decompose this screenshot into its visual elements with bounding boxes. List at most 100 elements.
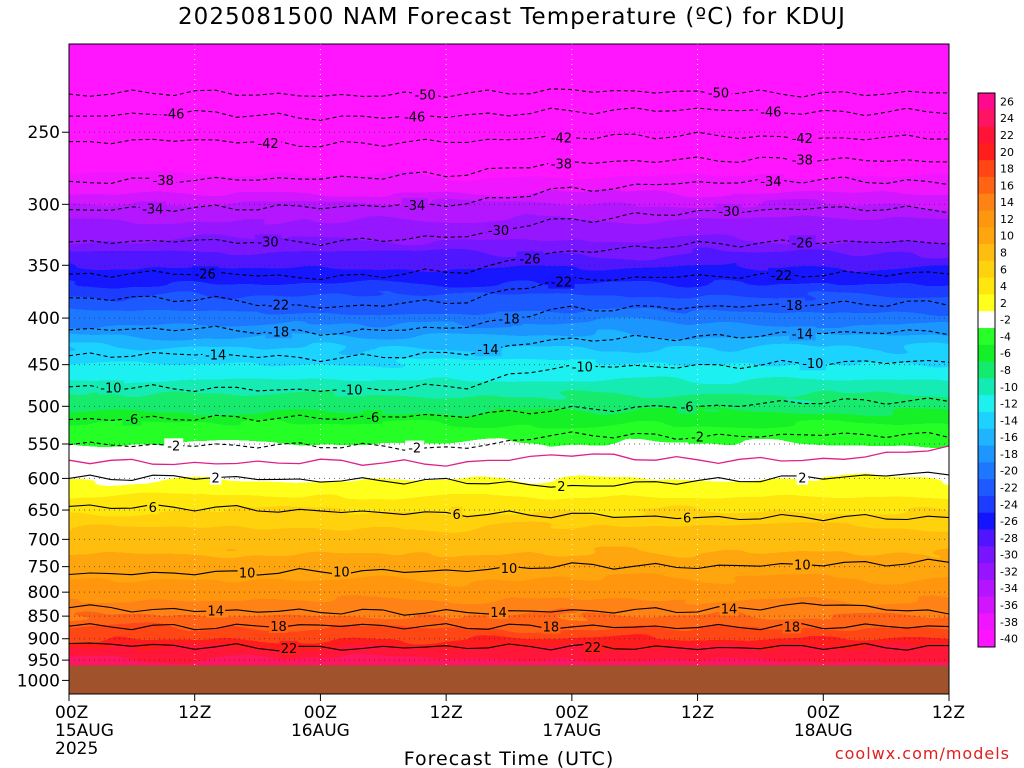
temperature-band (69, 104, 949, 109)
y-tick-label: 350 (28, 256, 60, 276)
temperature-band (69, 56, 949, 61)
x-tick-label: 00Z (55, 703, 88, 723)
temperature-band (69, 460, 949, 465)
contour-label-background (768, 267, 795, 282)
contour-label-background (160, 106, 188, 121)
temperature-band (69, 120, 949, 125)
contour-label: -42 (257, 137, 278, 152)
temperature-band (69, 324, 949, 329)
temperature-band (69, 380, 949, 385)
temperature-contours: -50 -50 -46 -46 -46 -42 -42 -42 -38 -38 -38 -34 -34 -… (69, 85, 949, 657)
contour-label: -10 (572, 360, 593, 375)
temperature-band (69, 260, 949, 265)
contour-label-background (569, 359, 596, 374)
temperature-band (69, 372, 949, 377)
x-tick-label: 18AUG (794, 721, 853, 741)
colorbar-tick-label: -40 (1000, 633, 1018, 646)
temperature-band (69, 124, 949, 129)
colorbar-tick-label: -16 (1000, 431, 1018, 444)
contour-label-background (485, 223, 512, 238)
temperature-band (69, 88, 949, 93)
colorbar-swatch (978, 479, 995, 497)
colorbar-tick-label: 4 (1000, 280, 1007, 293)
contour-label: -46 (404, 111, 425, 126)
temperature-band (69, 584, 949, 589)
temperature-band (69, 520, 949, 525)
contour-label: -2 (408, 442, 421, 457)
colorbar-tick-label: 12 (1000, 213, 1014, 226)
contour-label: 18 (543, 621, 560, 636)
temperature-band (69, 652, 949, 657)
temperature-band (69, 444, 949, 449)
temperature-band (69, 84, 949, 89)
y-tick-label: 650 (28, 501, 60, 521)
contour-label-background (548, 130, 575, 145)
temperature-band (69, 436, 949, 441)
temperature-band (69, 288, 949, 293)
contour-line (69, 397, 949, 422)
contour-label-background (688, 429, 708, 444)
temperature-band (69, 360, 949, 365)
contour-label-background (450, 506, 463, 521)
contour-label-background (401, 109, 428, 124)
temperature-band (69, 384, 949, 389)
y-tick-label: 300 (28, 195, 60, 215)
temperature-band (69, 340, 949, 345)
contour-label-background (474, 342, 502, 357)
temperature-band (49, 36, 969, 41)
temperature-band (69, 528, 949, 533)
colorbar-frame (977, 92, 996, 648)
contour-label-background (583, 639, 603, 654)
temperature-band (69, 44, 949, 49)
temperature-band (69, 656, 949, 661)
temperature-band (69, 256, 949, 261)
colorbar-swatch (978, 227, 995, 245)
temperature-band (69, 108, 949, 113)
temperature-band (69, 172, 949, 177)
y-tick-label: 550 (28, 435, 60, 455)
temperature-band (69, 620, 949, 625)
temperature-band (69, 396, 949, 401)
contour-label-background (555, 478, 568, 493)
colorbar-tick-label: -26 (1000, 515, 1018, 528)
temperature-band (69, 364, 949, 369)
colorbar-tick-label: 6 (1000, 263, 1007, 276)
temperature-band (69, 412, 949, 417)
temperature-band (69, 96, 949, 101)
contour-label-background (548, 274, 575, 289)
y-tick-label: 400 (28, 309, 60, 329)
contour-label: -6 (681, 401, 694, 416)
colorbar-tick-label: -12 (1000, 398, 1018, 411)
temperature-band (69, 440, 949, 445)
contour-label-background (147, 500, 159, 515)
colorbar-tick-label: -22 (1000, 482, 1018, 495)
temperature-band (69, 468, 949, 473)
contour-label: -50 (415, 88, 436, 103)
contour-label: -46 (163, 107, 184, 122)
temperature-band (69, 480, 949, 485)
temperature-band (69, 268, 949, 273)
colorbar-tick-label: -36 (1000, 599, 1018, 612)
temperature-fill (49, 36, 969, 694)
contour-line (69, 131, 949, 148)
contour-label-background (265, 324, 292, 339)
temperature-band (69, 400, 949, 405)
contour-label: -26 (519, 252, 540, 267)
temperature-band (69, 240, 949, 245)
temperature-band (69, 292, 949, 297)
y-tick-label: 700 (28, 530, 60, 550)
colorbar-swatch (978, 579, 995, 598)
contour-label: -18 (268, 325, 289, 340)
contour-label: -38 (551, 158, 572, 173)
colorbar-swatch (978, 563, 995, 581)
temperature-band (69, 348, 949, 353)
colorbar-swatch (978, 529, 995, 547)
temperature-band (69, 176, 949, 181)
contour-line (69, 176, 949, 212)
temperature-band (69, 296, 949, 301)
contour-label-background (489, 604, 509, 619)
temperature-band (69, 632, 949, 637)
temperature-band (69, 136, 949, 141)
contour-label-background (150, 173, 177, 188)
temperature-band (69, 304, 949, 309)
